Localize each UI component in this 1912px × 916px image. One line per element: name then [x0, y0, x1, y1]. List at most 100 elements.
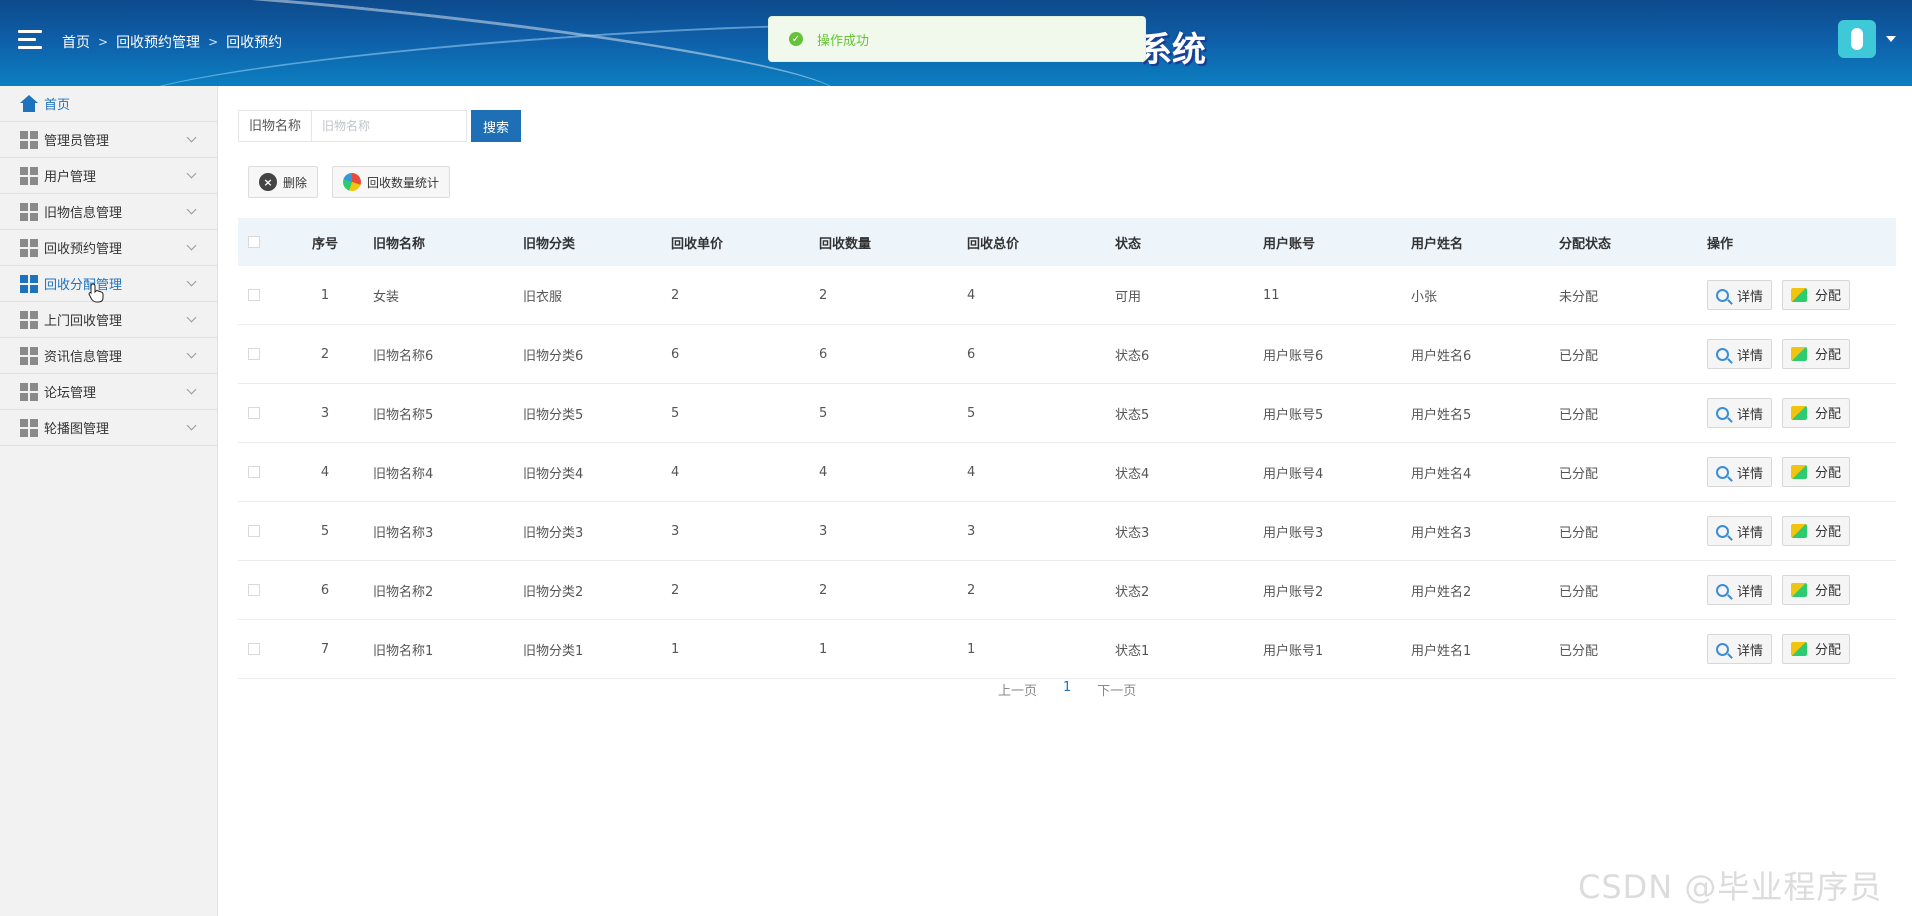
assign-button-label: 分配 [1815, 643, 1842, 659]
row-select-cell[interactable] [238, 619, 278, 679]
detail-button-label: 详情 [1737, 525, 1764, 541]
assign-button[interactable]: 分配 [1782, 633, 1851, 664]
sidebar-item-user-management[interactable]: 用户管理 [0, 158, 217, 194]
column-header: 操作 [1706, 218, 1896, 266]
table-cell: 5 [278, 501, 372, 561]
row-checkbox[interactable] [248, 584, 260, 596]
toast-message: 操作成功 [817, 33, 870, 49]
actions-cell: 详情 分配 [1706, 619, 1896, 679]
table-cell: 11 [1262, 266, 1410, 325]
breadcrumb: 首页 > 回收预约管理 > 回收预约 [62, 32, 282, 52]
table-cell: 已分配 [1558, 324, 1706, 384]
table-cell: 4 [966, 442, 1114, 502]
table-cell: 2 [278, 324, 372, 384]
row-checkbox[interactable] [248, 348, 260, 360]
sidebar-item-label: 上门回收管理 [44, 314, 123, 329]
chevron-down-icon [186, 168, 197, 179]
current-page[interactable]: 1 [1063, 680, 1072, 695]
sidebar-item-home[interactable]: 首页 [0, 86, 217, 122]
table-cell: 4 [278, 442, 372, 502]
assign-icon [1791, 287, 1808, 302]
sidebar-item-recycle-booking-management[interactable]: 回收预约管理 [0, 230, 217, 266]
menu-toggle-icon[interactable] [18, 30, 42, 52]
table-cell: 旧衣服 [522, 266, 670, 325]
search-button[interactable]: 搜索 [471, 110, 522, 142]
table-row: 6 旧物名称2 旧物分类2 2 2 2 状态2 用户账号2 用户姓名2 已分配 详情 分配 [238, 560, 1896, 620]
search-row: 旧物名称 搜索 [238, 110, 522, 142]
table-row: 2 旧物名称6 旧物分类6 6 6 6 状态6 用户账号6 用户姓名6 已分配 详情 分配 [238, 324, 1896, 384]
row-select-cell[interactable] [238, 501, 278, 561]
row-select-cell[interactable] [238, 560, 278, 620]
sidebar-item-carousel-management[interactable]: 轮播图管理 [0, 410, 217, 446]
table-cell: 1 [278, 266, 372, 325]
sidebar-item-news-management[interactable]: 资讯信息管理 [0, 338, 217, 374]
assign-button[interactable]: 分配 [1782, 279, 1851, 310]
delete-button[interactable]: × 删除 [248, 166, 319, 198]
table-row: 3 旧物名称5 旧物分类5 5 5 5 状态5 用户账号5 用户姓名5 已分配 详情 分配 [238, 383, 1896, 443]
next-page-button[interactable]: 下一页 [1097, 684, 1137, 699]
detail-button[interactable]: 详情 [1707, 516, 1773, 547]
sidebar-item-admin-management[interactable]: 管理员管理 [0, 122, 217, 158]
prev-page-button[interactable]: 上一页 [998, 684, 1038, 699]
sidebar-item-door-recycle-management[interactable]: 上门回收管理 [0, 302, 217, 338]
detail-button[interactable]: 详情 [1707, 575, 1773, 606]
table-cell: 用户姓名4 [1410, 442, 1558, 502]
assign-button[interactable]: 分配 [1782, 515, 1851, 546]
select-all-checkbox[interactable] [248, 236, 260, 248]
table-cell: 3 [670, 501, 818, 561]
detail-button[interactable]: 详情 [1707, 280, 1773, 311]
toolbar: × 删除 回收数量统计 [248, 166, 451, 198]
assign-button[interactable]: 分配 [1782, 397, 1851, 428]
sidebar-item-label: 回收分配管理 [44, 278, 123, 293]
assign-button[interactable]: 分配 [1782, 456, 1851, 487]
detail-button-label: 详情 [1737, 643, 1764, 659]
sidebar-item-label: 管理员管理 [44, 134, 110, 149]
detail-button[interactable]: 详情 [1707, 634, 1773, 665]
row-select-cell[interactable] [238, 383, 278, 443]
table-cell: 用户账号5 [1262, 383, 1410, 443]
table-cell: 1 [818, 619, 966, 679]
sidebar-item-item-info-management[interactable]: 旧物信息管理 [0, 194, 217, 230]
column-header: 序号 [278, 218, 372, 266]
assign-button[interactable]: 分配 [1782, 338, 1851, 369]
avatar[interactable] [1838, 20, 1876, 58]
breadcrumb-recycle-booking-management[interactable]: 回收预约管理 [116, 35, 201, 51]
table-cell: 3 [278, 383, 372, 443]
table-cell: 用户账号3 [1262, 501, 1410, 561]
sidebar-item-forum-management[interactable]: 论坛管理 [0, 374, 217, 410]
select-all-cell[interactable] [238, 218, 278, 266]
detail-button[interactable]: 详情 [1707, 398, 1773, 429]
row-checkbox[interactable] [248, 643, 260, 655]
detail-button[interactable]: 详情 [1707, 339, 1773, 370]
search-icon [1716, 524, 1729, 538]
row-select-cell[interactable] [238, 324, 278, 384]
table-cell: 2 [818, 560, 966, 620]
row-checkbox[interactable] [248, 289, 260, 301]
table-cell: 用户姓名2 [1410, 560, 1558, 620]
actions-cell: 详情 分配 [1706, 324, 1896, 384]
detail-button[interactable]: 详情 [1707, 457, 1773, 488]
search-icon [1716, 406, 1729, 420]
row-checkbox[interactable] [248, 525, 260, 537]
assign-button[interactable]: 分配 [1782, 574, 1851, 605]
row-select-cell[interactable] [238, 266, 278, 325]
check-circle-icon: ✓ [789, 32, 803, 46]
recycle-stats-button[interactable]: 回收数量统计 [332, 166, 451, 198]
detail-button-label: 详情 [1737, 407, 1764, 423]
search-input[interactable] [311, 110, 468, 142]
table-cell: 6 [278, 560, 372, 620]
row-checkbox[interactable] [248, 466, 260, 478]
table-cell: 5 [818, 383, 966, 443]
row-checkbox[interactable] [248, 407, 260, 419]
caret-down-icon[interactable] [1886, 36, 1896, 42]
sidebar-item-recycle-assign-management[interactable]: 回收分配管理 [0, 266, 217, 302]
success-toast: ✓ 操作成功 [768, 16, 1146, 62]
breadcrumb-home[interactable]: 首页 [62, 35, 90, 51]
assign-icon [1791, 464, 1808, 479]
table-cell: 6 [818, 324, 966, 384]
assign-button-label: 分配 [1815, 466, 1842, 482]
table-cell: 用户姓名6 [1410, 324, 1558, 384]
sidebar-item-label: 资讯信息管理 [44, 350, 123, 365]
row-select-cell[interactable] [238, 442, 278, 502]
detail-button-label: 详情 [1737, 466, 1764, 482]
